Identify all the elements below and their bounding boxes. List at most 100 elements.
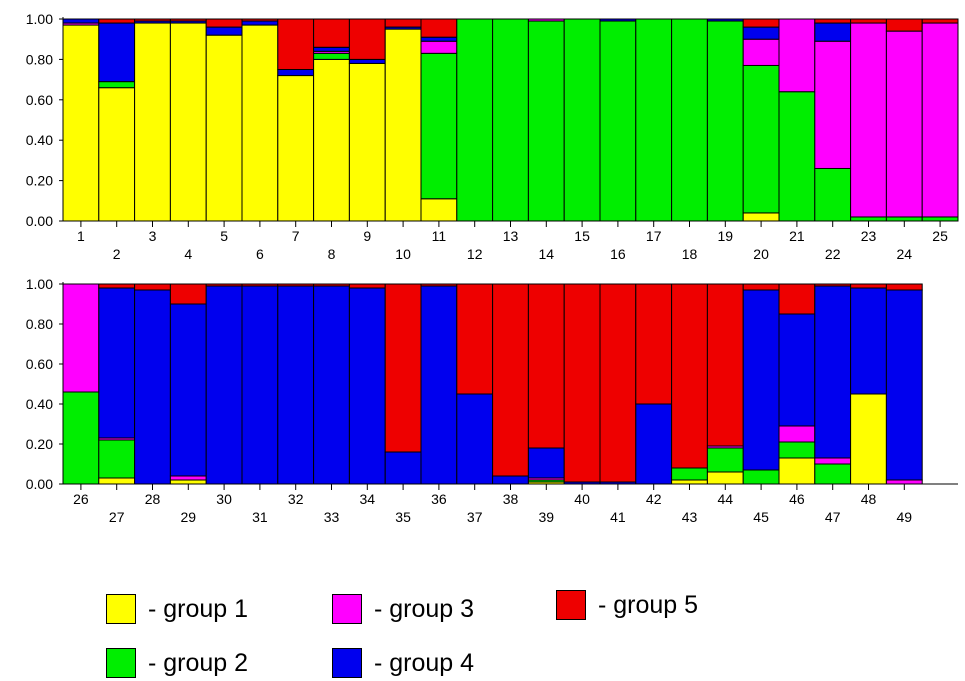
legend-item-group-5: - group 5: [556, 590, 698, 620]
bar-segment-27-group-4: [98, 287, 136, 439]
legend-label-group-1: - group 1: [148, 594, 249, 623]
legend-swatch-group-1: [106, 594, 136, 624]
bar-segment-7-group-5: [277, 18, 315, 70]
legend-item-group-3: - group 3: [332, 594, 474, 624]
legend-item-group-2: - group 2: [106, 648, 248, 678]
x-tick-label: 24: [897, 246, 913, 262]
bar-segment-8-group-1: [313, 58, 350, 222]
legend-swatch-group-2: [106, 648, 136, 678]
bar-segment-15-group-2: [563, 18, 601, 222]
bar-segment-8-group-5: [313, 18, 350, 48]
y-tick-label: 0.60: [26, 92, 53, 108]
bar-segment-7-group-1: [277, 75, 315, 222]
x-tick-label: 47: [825, 509, 841, 525]
x-tick-label: 38: [503, 491, 519, 507]
y-tick-label: 0.80: [26, 316, 53, 332]
y-tick-label: 0.80: [26, 51, 53, 67]
x-tick-label: 19: [718, 228, 734, 244]
x-tick-label: 21: [789, 228, 805, 244]
x-tick-label: 31: [252, 509, 268, 525]
legend-swatch-group-4: [332, 648, 362, 678]
legend-label-group-2: - group 2: [148, 648, 249, 677]
bar-segment-28-group-4: [134, 289, 171, 485]
x-tick-label: 32: [288, 491, 304, 507]
bar-segment-20-group-2: [742, 64, 780, 214]
x-tick-label: 6: [256, 246, 264, 262]
bar-segment-12-group-2: [456, 18, 494, 222]
x-tick-label: 49: [897, 509, 913, 525]
bar-segment-4-group-1: [169, 22, 207, 222]
y-tick-label: 0.00: [26, 476, 53, 492]
bar-segment-30-group-4: [205, 285, 243, 485]
x-tick-label: 20: [753, 246, 769, 262]
bar-segment-43-group-5: [671, 283, 708, 469]
bar-segment-11-group-2: [420, 52, 458, 200]
y-tick-label: 0.40: [26, 132, 53, 148]
bar-segment-41-group-5: [599, 283, 637, 483]
legend-swatch-group-3: [332, 594, 362, 624]
bar-segment-23-group-3: [850, 22, 887, 218]
y-tick-label: 0.00: [26, 213, 53, 229]
x-tick-label: 43: [682, 509, 698, 525]
x-tick-label: 27: [109, 509, 125, 525]
bar-segment-38-group-5: [492, 283, 529, 477]
legend-item-group-1: - group 1: [106, 594, 248, 624]
chart-2: 0.00 0.20 0.40 0.60 0.80 1.00 26 27 28 29 30 31 32 33…: [26, 276, 958, 525]
bar-segment-31-group-4: [241, 285, 279, 485]
bar-segment-20-group-3: [742, 38, 780, 66]
legend-item-group-4: - group 4: [332, 648, 474, 678]
bar-segment-33-group-4: [313, 285, 350, 485]
bar-segment-49-group-4: [885, 289, 923, 481]
bar-segment-10-group-1: [384, 28, 422, 222]
x-tick-label: 35: [395, 509, 411, 525]
legend-label-group-3: - group 3: [374, 594, 475, 623]
structure-bar-charts: 0.000.200.400.600.801.001234567891011121…: [26, 11, 959, 525]
x-tick-label: 23: [861, 228, 877, 244]
x-tick-label: 30: [216, 491, 232, 507]
bar-segment-46-group-4: [778, 313, 816, 427]
x-tick-label: 33: [324, 509, 340, 525]
bar-segment-17-group-2: [635, 18, 673, 222]
x-tick-label: 5: [220, 228, 228, 244]
x-tick-label: 1: [77, 228, 85, 244]
x-tick-label: 28: [145, 491, 161, 507]
x-tick-label: 17: [646, 228, 662, 244]
legend-swatch-group-5: [556, 590, 586, 620]
bar-segment-26-group-2: [62, 391, 100, 485]
bar-segment-29-group-4: [169, 303, 207, 477]
x-tick-label: 13: [503, 228, 519, 244]
x-tick-label: 41: [610, 509, 626, 525]
x-tick-label: 36: [431, 491, 447, 507]
x-tick-label: 16: [610, 246, 626, 262]
bar-segment-22-group-3: [814, 40, 852, 169]
x-tick-label: 25: [932, 228, 948, 244]
x-tick-label: 40: [574, 491, 590, 507]
bar-segment-25-group-5: [921, 18, 959, 24]
x-tick-label: 22: [825, 246, 841, 262]
x-tick-label: 9: [363, 228, 371, 244]
bar-segment-42-group-4: [635, 403, 673, 485]
x-tick-label: 34: [360, 491, 376, 507]
x-tick-label: 18: [682, 246, 698, 262]
bar-segment-37-group-5: [456, 283, 494, 395]
bar-segment-48-group-1: [850, 393, 887, 485]
x-tick-label: 29: [181, 509, 197, 525]
x-tick-label: 12: [467, 246, 483, 262]
legend-label-group-5: - group 5: [598, 590, 699, 619]
x-tick-label: 10: [395, 246, 411, 262]
y-tick-label: 0.20: [26, 436, 53, 452]
x-tick-label: 37: [467, 509, 483, 525]
bar-segment-2-group-4: [98, 22, 136, 83]
x-tick-label: 11: [432, 228, 447, 244]
x-tick-label: 44: [718, 491, 734, 507]
x-tick-label: 46: [789, 491, 805, 507]
x-tick-label: 2: [113, 246, 121, 262]
bar-segment-25-group-3: [921, 22, 959, 218]
bar-segment-49-group-5: [885, 283, 923, 291]
chart-1: 0.000.200.400.600.801.001234567891011121…: [26, 11, 959, 262]
bar-segment-9-group-5: [348, 18, 386, 60]
x-tick-label: 39: [539, 509, 555, 525]
y-tick-label: 0.20: [26, 173, 53, 189]
bar-segment-35-group-5: [384, 283, 422, 453]
